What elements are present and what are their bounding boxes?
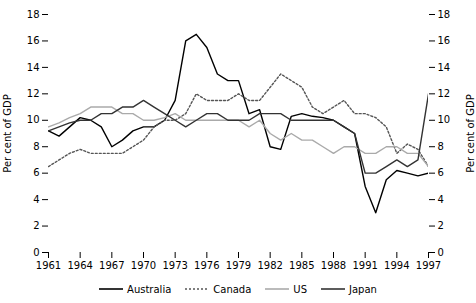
svg-text:8: 8 <box>438 141 444 152</box>
svg-text:0: 0 <box>33 247 39 258</box>
svg-text:1961: 1961 <box>36 260 61 271</box>
svg-text:2: 2 <box>438 220 444 231</box>
svg-text:1991: 1991 <box>352 260 377 271</box>
svg-text:0: 0 <box>438 247 444 258</box>
svg-text:12: 12 <box>27 88 40 99</box>
svg-text:1967: 1967 <box>99 260 124 271</box>
svg-text:Per cent of GDP: Per cent of GDP <box>2 94 13 173</box>
svg-text:6: 6 <box>438 167 444 178</box>
svg-text:1976: 1976 <box>194 260 219 271</box>
svg-text:10: 10 <box>27 114 40 125</box>
svg-text:1997: 1997 <box>416 260 441 271</box>
svg-text:1988: 1988 <box>321 260 346 271</box>
html-text:Australia: Australia <box>127 283 172 295</box>
svg-text:14: 14 <box>27 62 40 73</box>
svg-text:1979: 1979 <box>226 260 251 271</box>
svg-text:16: 16 <box>27 35 40 46</box>
svg-text:4: 4 <box>33 194 39 205</box>
svg-text:10: 10 <box>438 114 451 125</box>
svg-text:4: 4 <box>438 194 444 205</box>
svg-text:Per cent of GDP: Per cent of GDP <box>465 94 476 173</box>
svg-text:18: 18 <box>27 9 40 20</box>
svg-text:1970: 1970 <box>131 260 156 271</box>
html-text:Japan: Japan <box>349 283 377 295</box>
svg-text:14: 14 <box>438 62 451 73</box>
html-text:Canada: Canada <box>213 283 252 295</box>
svg-text:1985: 1985 <box>289 260 314 271</box>
svg-text:12: 12 <box>438 88 451 99</box>
svg-text:1973: 1973 <box>162 260 187 271</box>
svg-text:1964: 1964 <box>67 260 92 271</box>
html-text:US: US <box>293 283 307 295</box>
svg-text:8: 8 <box>33 141 39 152</box>
svg-text:1982: 1982 <box>257 260 282 271</box>
svg-text:18: 18 <box>438 9 451 20</box>
svg-text:16: 16 <box>438 35 451 46</box>
svg-text:1994: 1994 <box>384 260 409 271</box>
svg-text:2: 2 <box>33 220 39 231</box>
svg-text:6: 6 <box>33 167 39 178</box>
